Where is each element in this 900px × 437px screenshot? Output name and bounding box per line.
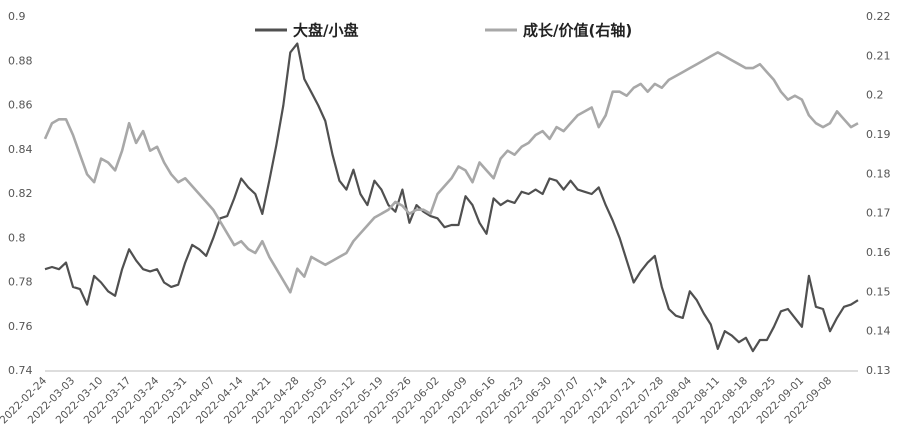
y-tick-label: 0.78 [8,276,33,289]
y-tick-label: 0.74 [8,364,33,377]
y2-tick-label: 0.13 [866,364,891,377]
y-tick-label: 0.8 [8,231,26,244]
y-tick-label: 0.76 [8,320,33,333]
y-tick-label: 0.82 [8,187,33,200]
y2-tick-label: 0.14 [866,325,891,338]
legend-label: 大盘/小盘 [293,22,358,40]
y-tick-label: 0.84 [8,143,33,156]
y2-tick-label: 0.15 [866,285,891,298]
y2-tick-label: 0.2 [866,89,884,102]
y-tick-label: 0.9 [8,10,26,23]
line-series [44,42,859,353]
y-tick-label: 0.86 [8,99,33,112]
y2-tick-label: 0.21 [866,49,891,62]
y2-tick-label: 0.17 [866,207,891,220]
y-tick-label: 0.88 [8,54,33,67]
y2-tick-label: 0.19 [866,128,891,141]
y2-tick-label: 0.18 [866,167,891,180]
y2-tick-label: 0.16 [866,246,891,259]
y2-tick-label: 0.22 [866,10,891,23]
line-series [43,51,859,294]
legend-label: 成长/价值(右轴) [523,22,632,40]
